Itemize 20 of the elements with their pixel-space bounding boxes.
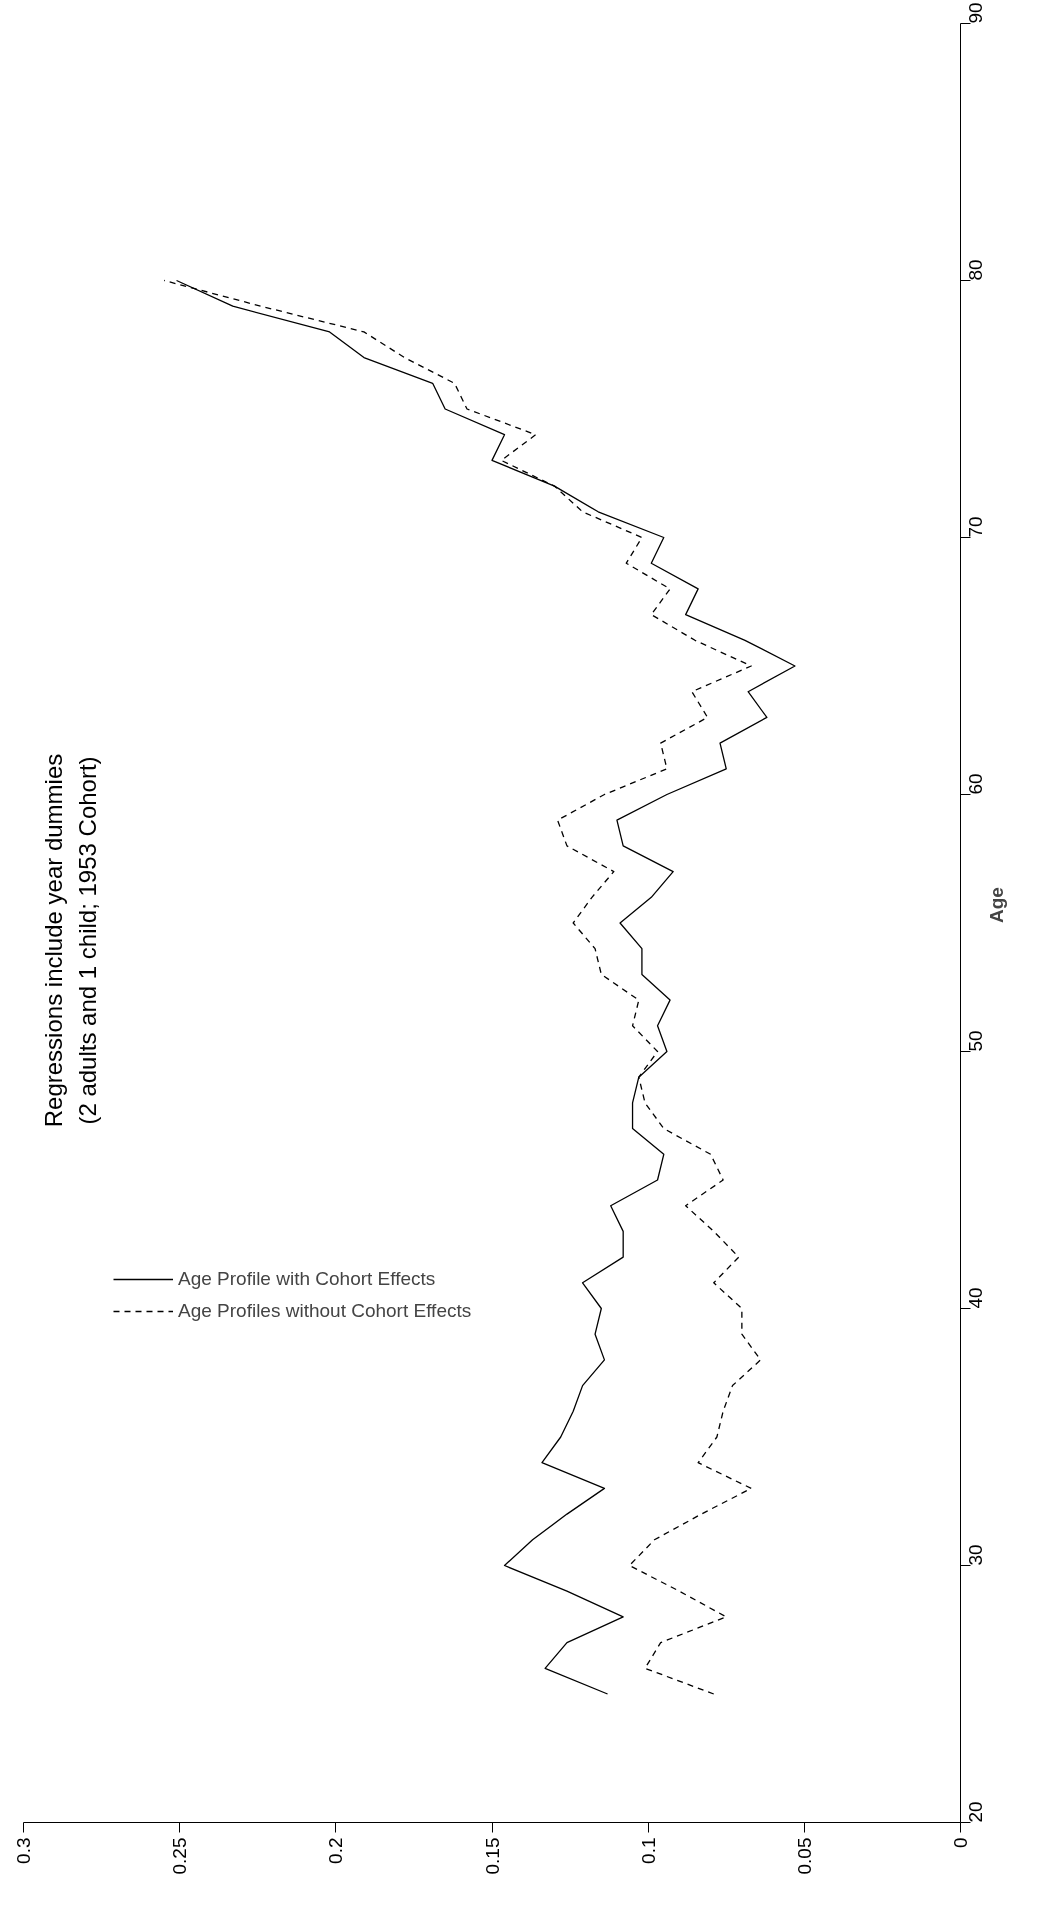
x-tick-label: 0 [950, 1837, 971, 1849]
legend-label: Age Profile with Cohort Effects [178, 1268, 436, 1290]
x-tick-label: 0.15 [481, 1837, 503, 1875]
x-tick-label: 0.05 [793, 1837, 815, 1875]
y-tick-label: 90 [965, 2, 986, 24]
y-tick-label: 50 [965, 1030, 986, 1052]
y-tick-label: 30 [965, 1544, 986, 1566]
text: Regressions include year dummies [40, 753, 67, 1128]
x-tick-label: 0.1 [637, 1837, 659, 1864]
y-axis-title: Age [986, 887, 1007, 923]
x-tick-label: 0.3 [13, 1837, 34, 1864]
legend-label: Age Profiles without Cohort Effects [178, 1300, 472, 1322]
y-tick-label: 40 [965, 1287, 986, 1309]
x-tick-label: 0.25 [169, 1837, 191, 1875]
y-tick-label: 20 [965, 1801, 986, 1823]
y-tick-label: 80 [965, 259, 986, 281]
text: (2 adults and 1 child; 1953 Cohort) [74, 756, 101, 1125]
x-tick-label: 0.2 [325, 1837, 347, 1864]
y-tick-label: 60 [965, 773, 986, 795]
y-tick-label: 70 [965, 516, 986, 538]
